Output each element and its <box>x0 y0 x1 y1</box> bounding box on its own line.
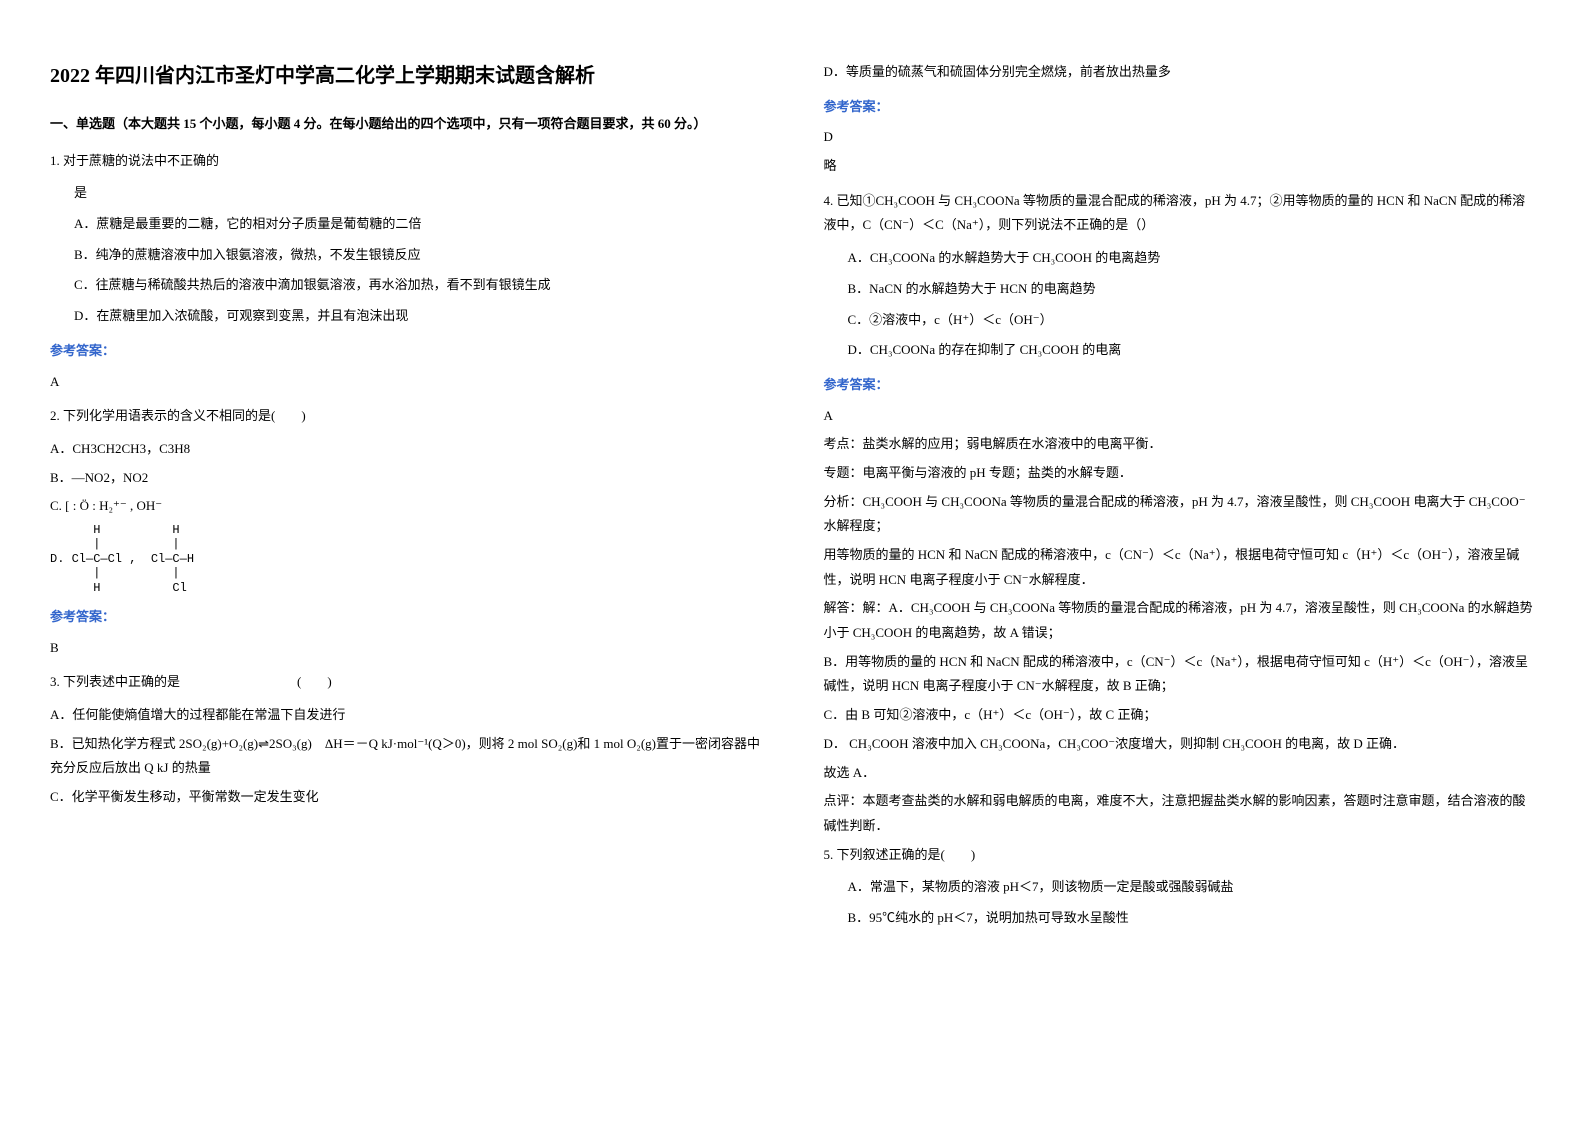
q3-answer-label: 参考答案： <box>824 95 1538 120</box>
q1-option-b: B．纯净的蔗糖溶液中加入银氨溶液，微热，不发生银镜反应 <box>74 243 764 268</box>
q3-option-b: B．已知热化学方程式 2SO₂(g)+O₂(g)⇌2SO₃(g) ΔH＝－Q k… <box>50 732 764 781</box>
q3-option-c: C．化学平衡发生移动，平衡常数一定发生变化 <box>50 785 764 810</box>
q4-answer-label: 参考答案： <box>824 373 1538 398</box>
q4-explain-3: 分析：CH₃COOH 与 CH₃COONa 等物质的量混合配成的稀溶液，pH 为… <box>824 490 1538 539</box>
q4-answer: A <box>824 404 1538 429</box>
q4-explain-5: 解答：解：A．CH₃COOH 与 CH₃COONa 等物质的量混合配成的稀溶液，… <box>824 596 1538 645</box>
q3-brief: 略 <box>824 154 1538 179</box>
q5-stem: 5. 下列叙述正确的是( ) <box>824 843 1538 868</box>
q3-answer: D <box>824 125 1538 150</box>
q4-explain-4: 用等物质的量的 HCN 和 NaCN 配成的稀溶液中，c（CN⁻）＜c（Na⁺）… <box>824 543 1538 592</box>
q1-answer-label: 参考答案： <box>50 339 764 364</box>
left-column: 2022 年四川省内江市圣灯中学高二化学上学期期末试题含解析 一、单选题（本大题… <box>50 60 764 1062</box>
q3-option-d: D．等质量的硫蒸气和硫固体分别完全燃烧，前者放出热量多 <box>824 60 1538 85</box>
q2-option-b: B．—NO2，NO2 <box>50 466 764 491</box>
q1-option-c: C．往蔗糖与稀硫酸共热后的溶液中滴加银氨溶液，再水浴加热，看不到有银镜生成 <box>74 273 764 298</box>
q4-stem: 4. 已知①CH₃COOH 与 CH₃COONa 等物质的量混合配成的稀溶液，p… <box>824 189 1538 238</box>
q2-stem: 2. 下列化学用语表示的含义不相同的是( ) <box>50 404 764 429</box>
q2-option-a: A．CH3CH2CH3，C3H8 <box>50 437 764 462</box>
q2-answer: B <box>50 636 764 661</box>
q1-stem: 1. 对于蔗糖的说法中不正确的 <box>50 149 764 174</box>
q4-option-d: D．CH₃COONa 的存在抑制了 CH₃COOH 的电离 <box>848 338 1538 363</box>
q2-answer-label: 参考答案： <box>50 605 764 630</box>
q5-option-b: B．95℃纯水的 pH＜7，说明加热可导致水呈酸性 <box>848 906 1538 931</box>
q4-explain-7: C．由 B 可知②溶液中，c（H⁺）＜c（OH⁻），故 C 正确； <box>824 703 1538 728</box>
q1-stem-cont: 是 <box>50 181 764 206</box>
right-column: D．等质量的硫蒸气和硫固体分别完全燃烧，前者放出热量多 参考答案： D 略 4.… <box>824 60 1538 1062</box>
q1-option-d: D．在蔗糖里加入浓硫酸，可观察到变黑，并且有泡沫出现 <box>74 304 764 329</box>
question-3: 3. 下列表述中正确的是 ( ) A．任何能使熵值增大的过程都能在常温下自发进行… <box>50 670 764 809</box>
exam-title: 2022 年四川省内江市圣灯中学高二化学上学期期末试题含解析 <box>50 60 764 92</box>
question-1: 1. 对于蔗糖的说法中不正确的 是 A．蔗糖是最重要的二糖，它的相对分子质量是葡… <box>50 149 764 329</box>
q1-option-a: A．蔗糖是最重要的二糖，它的相对分子质量是葡萄糖的二倍 <box>74 212 764 237</box>
q4-explain-9: 故选 A． <box>824 761 1538 786</box>
q2-option-c: C. [ : Ö : H₂⁺⁻ , OH⁻ <box>50 494 764 519</box>
q4-explain-2: 专题：电离平衡与溶液的 pH 专题；盐类的水解专题． <box>824 461 1538 486</box>
section-1-header: 一、单选题（本大题共 15 个小题，每小题 4 分。在每小题给出的四个选项中，只… <box>50 112 764 137</box>
q4-explain-10: 点评：本题考查盐类的水解和弱电解质的电离，难度不大，注意把握盐类水解的影响因素，… <box>824 789 1538 838</box>
q2-optc-prefix: C. <box>50 498 62 513</box>
question-5: 5. 下列叙述正确的是( ) A．常温下，某物质的溶液 pH＜7，则该物质一定是… <box>824 843 1538 931</box>
q4-explain-6: B．用等物质的量的 HCN 和 NaCN 配成的稀溶液中，c（CN⁻）＜c（Na… <box>824 650 1538 699</box>
q3-option-a: A．任何能使熵值增大的过程都能在常温下自发进行 <box>50 703 764 728</box>
q2-option-d: H H | | D. Cl—C—Cl , Cl—C—H | | H Cl <box>50 523 764 595</box>
q4-explain-1: 考点：盐类水解的应用；弱电解质在水溶液中的电离平衡． <box>824 432 1538 457</box>
q3-stem: 3. 下列表述中正确的是 ( ) <box>50 670 764 695</box>
q1-answer: A <box>50 370 764 395</box>
q4-option-a: A．CH₃COONa 的水解趋势大于 CH₃COOH 的电离趋势 <box>848 246 1538 271</box>
question-2: 2. 下列化学用语表示的含义不相同的是( ) A．CH3CH2CH3，C3H8 … <box>50 404 764 595</box>
q4-option-b: B．NaCN 的水解趋势大于 HCN 的电离趋势 <box>848 277 1538 302</box>
question-4: 4. 已知①CH₃COOH 与 CH₃COONa 等物质的量混合配成的稀溶液，p… <box>824 189 1538 363</box>
q5-option-a: A．常温下，某物质的溶液 pH＜7，则该物质一定是酸或强酸弱碱盐 <box>848 875 1538 900</box>
q4-option-c: C．②溶液中，c（H⁺）＜c（OH⁻） <box>848 308 1538 333</box>
q4-explain-8: D． CH₃COOH 溶液中加入 CH₃COONa，CH₃COO⁻浓度增大，则抑… <box>824 732 1538 757</box>
